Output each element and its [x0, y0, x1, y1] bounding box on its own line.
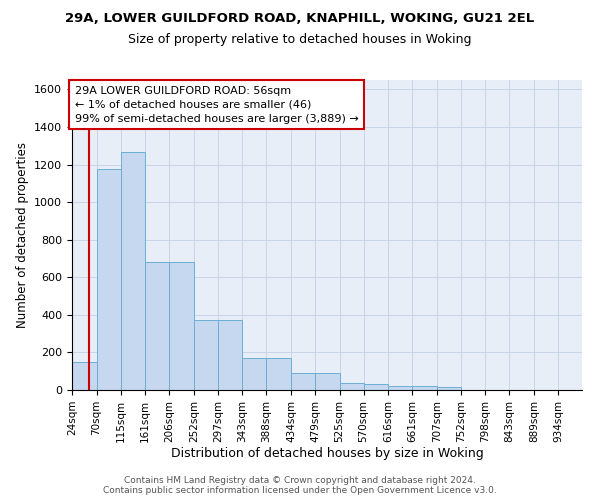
- Bar: [121, 152, 145, 390]
- Bar: [218, 320, 242, 390]
- Bar: [315, 373, 340, 390]
- Text: Size of property relative to detached houses in Woking: Size of property relative to detached ho…: [128, 32, 472, 46]
- Bar: [169, 262, 194, 390]
- Text: 29A LOWER GUILDFORD ROAD: 56sqm
← 1% of detached houses are smaller (46)
99% of : 29A LOWER GUILDFORD ROAD: 56sqm ← 1% of …: [74, 86, 358, 124]
- Bar: [145, 262, 169, 390]
- Bar: [437, 387, 461, 390]
- Bar: [266, 358, 291, 390]
- Bar: [364, 384, 388, 390]
- Bar: [97, 169, 121, 390]
- Bar: [242, 358, 266, 390]
- X-axis label: Distribution of detached houses by size in Woking: Distribution of detached houses by size …: [170, 448, 484, 460]
- Text: Contains HM Land Registry data © Crown copyright and database right 2024.
Contai: Contains HM Land Registry data © Crown c…: [103, 476, 497, 495]
- Y-axis label: Number of detached properties: Number of detached properties: [16, 142, 29, 328]
- Bar: [412, 386, 437, 390]
- Bar: [291, 373, 315, 390]
- Text: 29A, LOWER GUILDFORD ROAD, KNAPHILL, WOKING, GU21 2EL: 29A, LOWER GUILDFORD ROAD, KNAPHILL, WOK…: [65, 12, 535, 26]
- Bar: [340, 384, 364, 390]
- Bar: [388, 386, 412, 390]
- Bar: [72, 362, 97, 390]
- Bar: [194, 320, 218, 390]
